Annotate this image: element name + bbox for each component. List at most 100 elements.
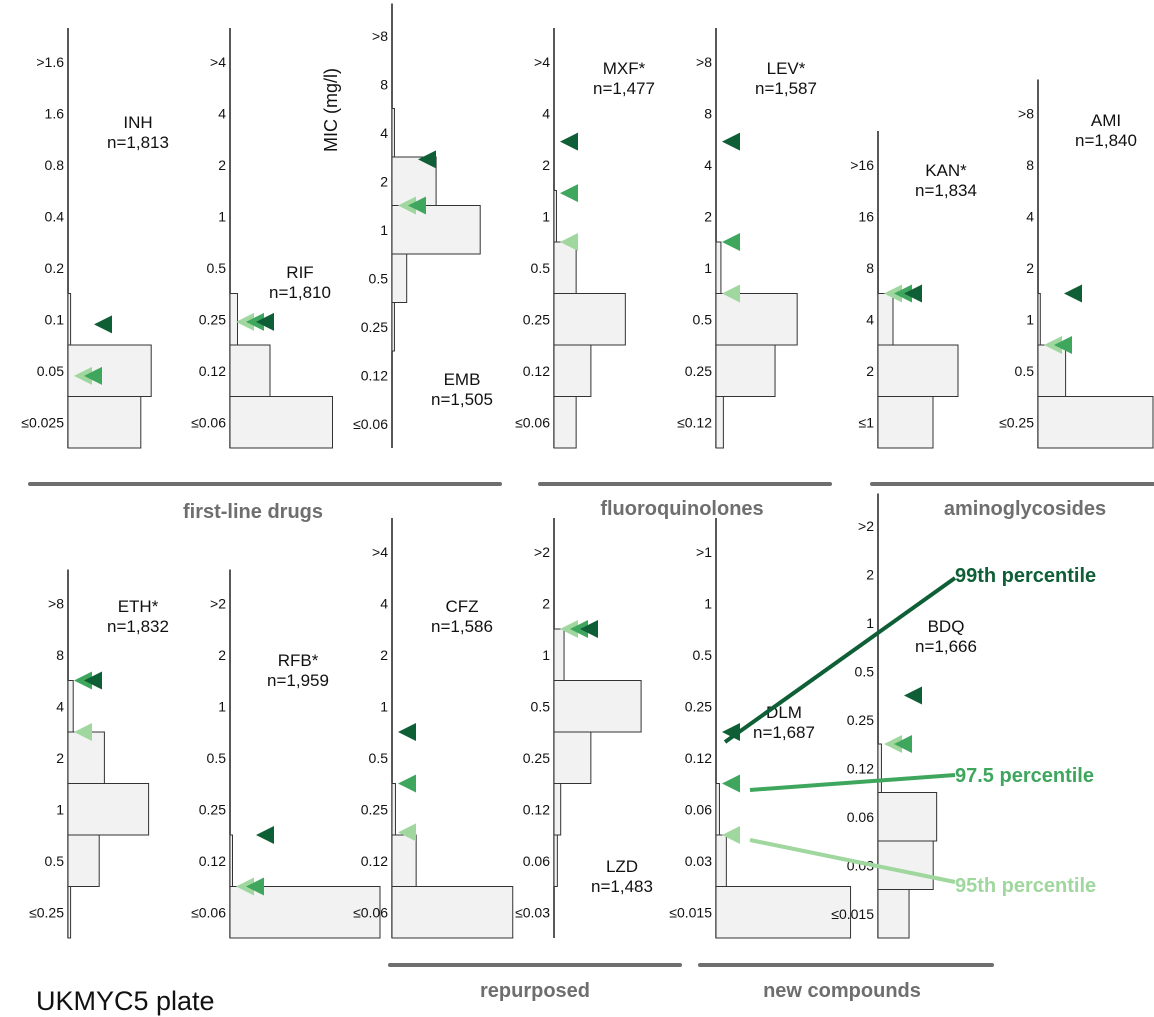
tick-label: >8 (1018, 105, 1034, 121)
bar (553, 241, 577, 294)
tick-label: 8 (1026, 157, 1034, 173)
bar (391, 253, 408, 303)
bar (391, 156, 437, 206)
tick-label: 0.12 (847, 760, 874, 776)
tick-label: 4 (866, 311, 874, 327)
p95-marker (398, 196, 416, 215)
group-label-fluoroquinolones: fluoroquinolones (600, 498, 763, 520)
p975-marker (722, 774, 740, 793)
tick-label: 2 (704, 208, 712, 224)
p975-marker (722, 233, 740, 251)
tick-label: 0.25 (523, 750, 550, 766)
drug-count: n=1,832 (107, 617, 169, 636)
p95-marker (884, 284, 902, 303)
bar (391, 205, 481, 255)
drug-count: n=1,687 (753, 723, 815, 742)
tick-label: 2 (380, 173, 388, 189)
tick-label: 0.5 (855, 663, 875, 679)
p95-marker (74, 366, 92, 385)
p99-marker (904, 686, 922, 705)
tick-label: >16 (850, 157, 874, 173)
bar (715, 396, 724, 449)
tick-label: 0.25 (685, 698, 712, 714)
p95-marker (722, 284, 740, 303)
bar (67, 680, 74, 733)
tick-label: 0.12 (361, 853, 388, 869)
drug-name: AMI (1091, 111, 1121, 130)
tick-label: >4 (372, 544, 388, 560)
bar (877, 743, 882, 793)
p95-marker (236, 312, 254, 331)
tick-label: 4 (380, 595, 388, 611)
legend-975-leader (749, 773, 956, 792)
bar (877, 344, 959, 397)
tick-label: 1 (56, 801, 64, 817)
tick-label: 1 (704, 260, 712, 276)
bar (229, 293, 238, 346)
legend-99-leader (723, 576, 957, 744)
tick-label: 8 (866, 260, 874, 276)
tick-label: 1 (866, 615, 874, 631)
p95-marker (560, 233, 578, 251)
drug-count: n=1,959 (267, 671, 329, 690)
tick-label: 0.5 (369, 270, 389, 286)
tick-label: 1 (704, 595, 712, 611)
tick-label: 0.06 (685, 801, 712, 817)
tick-label: ≤0.06 (353, 904, 388, 920)
tick-label: ≤0.015 (831, 906, 874, 922)
drug-name: INH (123, 113, 152, 132)
tick-label: 0.06 (847, 809, 874, 825)
drug-name: BDQ (928, 617, 965, 636)
tick-label: 0.12 (523, 363, 550, 379)
panel-rfb: ≤0.06 0.12 0.25 0.5 1 2 >2 RFB*n=1,959 (191, 569, 381, 939)
tick-label: 0.25 (847, 712, 874, 728)
bar (67, 886, 72, 939)
p975-marker (408, 196, 426, 215)
tick-label: 2 (56, 750, 64, 766)
drug-count: n=1,587 (755, 79, 817, 98)
tick-label: 4 (218, 105, 226, 121)
p975-marker (84, 366, 102, 385)
tick-label: 0.03 (685, 853, 712, 869)
drug-count: n=1,834 (915, 181, 977, 200)
tick-label: 0.2 (45, 260, 65, 276)
tick-label: 0.25 (685, 363, 712, 379)
bar (67, 396, 142, 449)
tick-label: 0.12 (199, 363, 226, 379)
bar (67, 783, 150, 836)
percentile-legend: 99th percentile 97.5 percentile 95th per… (723, 565, 1096, 897)
tick-label: 4 (1026, 208, 1034, 224)
tick-label: 1 (542, 208, 550, 224)
p99-marker (84, 671, 102, 690)
bar (715, 344, 776, 397)
tick-label: 0.1 (45, 311, 65, 327)
p99-marker (418, 150, 436, 169)
bar (391, 886, 514, 939)
legend-99th-percentile: 99th percentile (955, 565, 1096, 587)
legend-97-5-percentile: 97.5 percentile (955, 765, 1094, 787)
tick-label: ≤0.25 (29, 904, 64, 920)
bar (553, 190, 557, 243)
tick-label: 8 (56, 647, 64, 663)
bar (1037, 293, 1041, 346)
tick-label: >1.6 (36, 54, 64, 70)
tick-label: 0.4 (45, 208, 65, 224)
tick-label: 0.5 (531, 260, 551, 276)
tick-label: 0.12 (685, 750, 712, 766)
tick-label: ≤0.25 (999, 414, 1034, 430)
tick-label: 0.5 (693, 311, 713, 327)
bar (391, 108, 395, 158)
drug-name: LEV* (767, 59, 806, 78)
bar (553, 731, 592, 784)
group-label-repurposed: repurposed (480, 980, 590, 1002)
tick-label: 1 (218, 698, 226, 714)
group-label-new-compounds: new compounds (763, 980, 921, 1002)
bar (67, 344, 152, 397)
tick-label: 2 (380, 647, 388, 663)
